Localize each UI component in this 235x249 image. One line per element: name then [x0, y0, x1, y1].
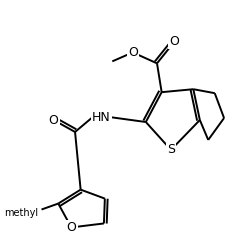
Text: methyl: methyl: [5, 207, 39, 218]
Text: O: O: [169, 35, 179, 48]
Text: S: S: [167, 143, 175, 156]
Text: O: O: [49, 114, 59, 126]
Text: O: O: [128, 46, 138, 59]
Text: HN: HN: [92, 111, 110, 124]
Text: O: O: [66, 221, 76, 234]
